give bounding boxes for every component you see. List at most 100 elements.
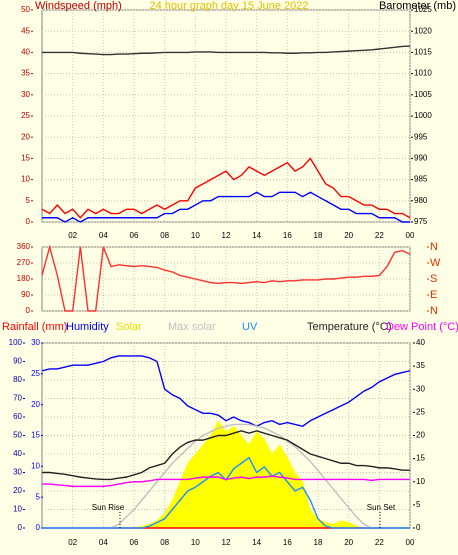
y-tick-label: 1005 [414, 90, 432, 99]
y-tick-label: E [430, 289, 437, 301]
x-tick-label: 04 [99, 231, 108, 240]
x-tick-label: 04 [99, 538, 108, 547]
y-tick-label: 1015 [414, 48, 432, 57]
y-tick-label: 270 [17, 258, 31, 267]
title: 24 hour graph day 15 June 2022 [149, 0, 308, 12]
x-tick-label: 22 [375, 231, 384, 240]
y2label: Barometer (mb) [379, 0, 456, 12]
y-tick-label: 15 [416, 454, 425, 463]
legend-entry: Temperature (°C) [307, 321, 391, 333]
x-tick-label: 20 [344, 538, 353, 547]
y-tick-label: 0 [18, 523, 23, 532]
y-tick-label: 25 [31, 369, 40, 378]
y-tick-label: 30 [31, 338, 40, 347]
x-tick-label: 06 [130, 538, 139, 547]
y-tick-label: 15 [21, 154, 30, 163]
y-tick-label: 35 [21, 69, 30, 78]
y-tick-label: 40 [416, 338, 425, 347]
y-tick-label: N [430, 241, 438, 253]
legend-entry: Humidity [66, 321, 109, 333]
y-tick-label: 50 [21, 5, 30, 14]
y-tick-label: 20 [416, 431, 425, 440]
series-line [41, 355, 411, 428]
x-tick-label: 16 [283, 538, 292, 547]
y-tick-label: 30 [416, 384, 425, 393]
series-line [42, 430, 410, 481]
y-tick-label: 20 [13, 486, 22, 495]
x-tick-label: 18 [314, 231, 323, 240]
y-tick-label: 90 [13, 357, 22, 366]
y-tick-label: 980 [414, 196, 428, 205]
x-tick-label: 14 [252, 538, 261, 547]
y-tick-label: 15 [31, 431, 40, 440]
legend-entry: Solar [116, 321, 142, 333]
y-tick-label: 45 [21, 26, 30, 35]
y-tick-label: 10 [31, 461, 40, 470]
x-tick-label: 06 [130, 231, 139, 240]
x-tick-label: 14 [252, 231, 261, 240]
legend-entry: Max solar [168, 321, 216, 333]
y-tick-label: N [430, 305, 438, 317]
x-tick-label: 08 [160, 231, 169, 240]
y-tick-label: 0 [26, 306, 31, 315]
y-tick-label: 35 [416, 361, 425, 370]
series-line [42, 45, 411, 56]
y-tick-label: 10 [21, 175, 30, 184]
ylabel: Windspeed (mph) [35, 0, 122, 12]
y-tick-label: 975 [414, 217, 428, 226]
x-tick-label: 18 [314, 538, 323, 547]
y-tick-label: 20 [31, 400, 40, 409]
x-tick-label: 02 [68, 538, 77, 547]
x-tick-label: 02 [68, 231, 77, 240]
annotation: Sun Rise [92, 503, 125, 512]
y-tick-label: W [430, 257, 441, 269]
y-tick-label: 0 [36, 523, 41, 532]
y-tick-label: 90 [21, 290, 30, 299]
x-tick-label: 16 [283, 231, 292, 240]
x-tick-label: 20 [344, 231, 353, 240]
x-tick-label: 10 [191, 231, 200, 240]
x-tick-label: 12 [222, 231, 231, 240]
y-tick-label: 990 [414, 154, 428, 163]
y-tick-label: 100 [9, 338, 23, 347]
x-tick-label: 22 [375, 538, 384, 547]
y-tick-label: 30 [13, 468, 22, 477]
y-tick-label: 10 [13, 505, 22, 514]
y-tick-label: 25 [416, 407, 425, 416]
y-tick-label: 1025 [414, 5, 432, 14]
y-tick-label: 360 [17, 242, 31, 251]
series-line [41, 157, 411, 219]
y-tick-label: 20 [21, 132, 30, 141]
y-tick-label: 40 [13, 449, 22, 458]
y-tick-label: 40 [21, 48, 30, 57]
series-line [41, 244, 411, 312]
y-tick-label: S [430, 273, 437, 285]
legend-entry: UV [242, 321, 258, 333]
y-tick-label: 5 [416, 500, 421, 509]
y-tick-label: 985 [414, 175, 428, 184]
y-tick-label: 180 [17, 274, 31, 283]
y-tick-label: 0 [416, 523, 421, 532]
y-tick-label: 5 [36, 492, 41, 501]
x-tick-label: 00 [406, 538, 415, 547]
x-tick-label: 08 [160, 538, 169, 547]
series-line [42, 191, 410, 223]
x-tick-label: 12 [222, 538, 231, 547]
y-tick-label: 30 [21, 90, 30, 99]
y-tick-label: 1020 [414, 26, 432, 35]
series-line [42, 475, 410, 488]
y-tick-label: 1010 [414, 69, 432, 78]
x-tick-label: 00 [406, 231, 415, 240]
y-tick-label: 70 [13, 394, 22, 403]
y-tick-label: 0 [26, 217, 31, 226]
y-tick-label: 60 [13, 412, 22, 421]
y-tick-label: 5 [26, 196, 31, 205]
y-tick-label: 80 [13, 375, 22, 384]
legend-entry: Dew Point (°C) [386, 321, 458, 333]
legend-entry: Rainfall (mm) [2, 321, 67, 333]
y-tick-label: 995 [414, 132, 428, 141]
y-tick-label: 25 [21, 111, 30, 120]
y-tick-label: 50 [13, 431, 22, 440]
y-tick-label: 10 [416, 477, 425, 486]
